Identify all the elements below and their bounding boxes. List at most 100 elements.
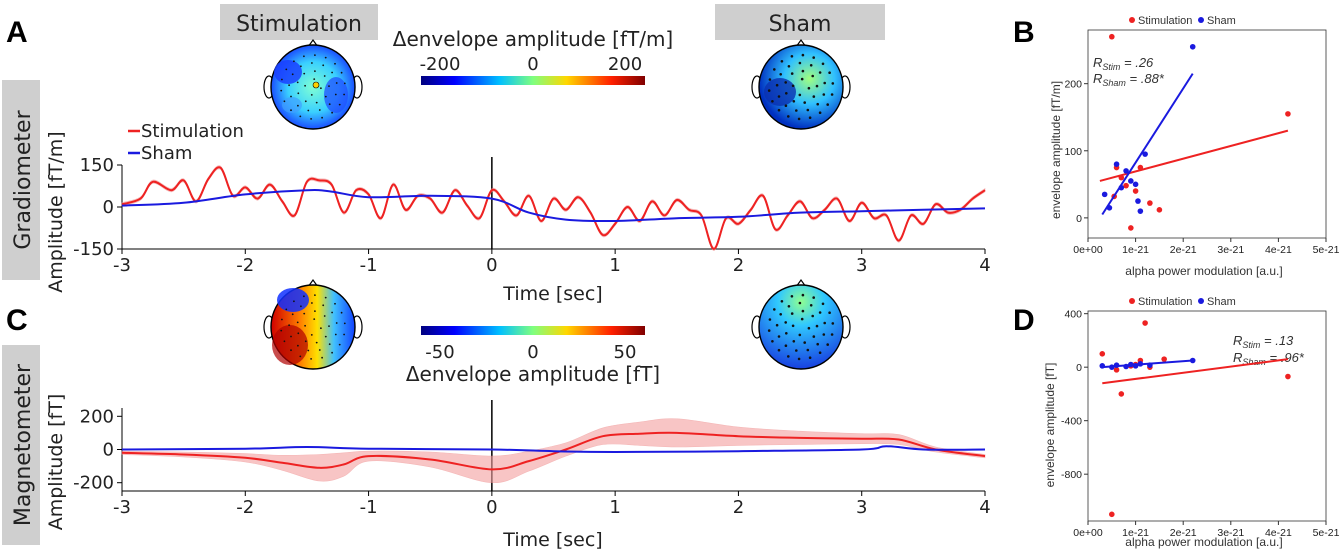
chart-d-xlabel: alpha power modulation [a.u.] bbox=[1125, 535, 1282, 549]
sensor-dot bbox=[285, 68, 288, 71]
sensor-dot bbox=[324, 335, 327, 338]
sensor-dot bbox=[812, 95, 816, 98]
sensor-dot bbox=[323, 315, 326, 317]
sensor-dot bbox=[307, 349, 310, 352]
sensor-dot bbox=[324, 95, 327, 98]
sensor-dot bbox=[310, 94, 313, 96]
panel-label-b: B bbox=[1013, 16, 1035, 49]
sensor-dot bbox=[779, 313, 782, 316]
sensor-dot bbox=[830, 93, 834, 96]
chart-d-xtick-label: 5e-21 bbox=[1313, 527, 1339, 539]
chart-d-point-stim bbox=[1118, 391, 1125, 397]
chart-d-xtick-label: 3e-21 bbox=[1217, 527, 1244, 539]
chart-a-ytick-label: 150 bbox=[80, 155, 114, 176]
chart-d-point-stim bbox=[1161, 356, 1167, 362]
chart-d-point-sham bbox=[1113, 362, 1120, 368]
chart-d-ytick-label: -800 bbox=[1061, 469, 1082, 481]
chart-a-xtick-label: -1 bbox=[360, 255, 378, 276]
sensor-dot bbox=[798, 93, 802, 97]
sensor-dot bbox=[784, 321, 787, 324]
sensor-dot bbox=[293, 300, 295, 303]
chart-c-xtick-label: 2 bbox=[733, 497, 744, 518]
sensor-dot bbox=[314, 294, 316, 296]
sensor-dot bbox=[303, 55, 305, 58]
chart-a-xtick-label: 1 bbox=[609, 255, 620, 276]
chart-b-frame bbox=[1087, 29, 1327, 239]
sensor-dot bbox=[818, 71, 822, 74]
chart-b-point-sham bbox=[1113, 161, 1120, 167]
chart-b-point-stim bbox=[1137, 164, 1144, 171]
chart-b-point-sham bbox=[1106, 205, 1113, 211]
chart-b-xlabel: alpha power modulation [a.u.] bbox=[1125, 264, 1282, 278]
chart-b-ytick-label: 0 bbox=[1076, 213, 1082, 225]
sensor-dot bbox=[795, 349, 798, 352]
sensor-dot bbox=[318, 349, 321, 351]
colorbar-mag-label: Δenvelope amplitude [fT] bbox=[406, 362, 660, 386]
chart-d: Stimulation Sham envelope amplitude [fT]… bbox=[1043, 296, 1339, 549]
sensor-dot bbox=[328, 325, 330, 327]
chart-d-point-sham bbox=[1128, 361, 1134, 368]
chart-b-point-stim bbox=[1147, 200, 1153, 206]
sensor-dot bbox=[779, 73, 782, 76]
sensor-dot bbox=[311, 302, 313, 304]
panel-label-d: D bbox=[1013, 304, 1035, 337]
chart-d-point-sham bbox=[1123, 363, 1129, 370]
chart-d-point-sham bbox=[1137, 361, 1144, 367]
sensor-dot bbox=[331, 111, 333, 114]
chart-d-point-stim bbox=[1142, 320, 1148, 326]
chart-c-xtick-label: 3 bbox=[856, 497, 867, 518]
sensor-dot bbox=[780, 60, 784, 63]
sensor-dot bbox=[297, 92, 300, 95]
chart-b-point-stim bbox=[1156, 207, 1163, 213]
sensor-dot bbox=[798, 301, 802, 305]
sensor-dot bbox=[313, 318, 316, 320]
sensor-dot bbox=[784, 104, 788, 107]
sensor-dot bbox=[806, 108, 810, 112]
gradiometer-label-box bbox=[2, 80, 40, 280]
sensor-dot bbox=[780, 300, 784, 303]
magnetometer-label-box bbox=[2, 345, 40, 545]
sensor-dot bbox=[790, 295, 794, 298]
sensor-dot bbox=[285, 308, 288, 311]
chart-b-point-stim bbox=[1123, 182, 1129, 189]
sensor-dot bbox=[324, 56, 327, 59]
chart-a-stim-error-band bbox=[121, 165, 986, 252]
chart-a-xtick-label: -3 bbox=[113, 255, 131, 276]
chart-b: Stimulation Sham envelope amplitude [fT/… bbox=[1049, 15, 1339, 278]
chart-a-xtick-label: -2 bbox=[236, 255, 254, 276]
sensor-dot bbox=[283, 340, 286, 343]
sensor-dot bbox=[773, 308, 776, 311]
sensor-dot bbox=[771, 100, 774, 103]
sham-header: Sham bbox=[769, 12, 832, 37]
sensor-dot bbox=[304, 324, 306, 327]
colorbar-grad-label: Δenvelope amplitude [fT/m] bbox=[393, 27, 673, 51]
legend-b-sham: Sham bbox=[1207, 15, 1236, 27]
sensor-dot bbox=[798, 61, 802, 65]
chart-b-ylabel: envelope amplitude [fT/m] bbox=[1049, 81, 1063, 219]
chart-b-point-stim bbox=[1109, 33, 1115, 40]
sensor-dot bbox=[343, 82, 346, 85]
sensor-dot bbox=[787, 65, 791, 68]
sensor-dot bbox=[321, 116, 323, 119]
chart-a-ylabel: Amplitude [fT/m] bbox=[45, 131, 67, 292]
sensor-dot bbox=[815, 324, 819, 328]
chart-d-point-stim bbox=[1113, 367, 1120, 373]
chart-a-series-stim-line bbox=[121, 166, 986, 251]
chart-b-point-stim bbox=[1132, 188, 1139, 194]
sensor-dot bbox=[785, 332, 788, 335]
chart-b-point-sham bbox=[1189, 43, 1196, 50]
sensor-dot bbox=[340, 71, 343, 74]
sensor-dot bbox=[830, 333, 834, 336]
panel-label-a: A bbox=[6, 16, 28, 49]
sensor-dot bbox=[310, 358, 312, 360]
chart-c-ytick-label: 200 bbox=[80, 406, 114, 427]
chart-b-xtick-label: 1e-21 bbox=[1122, 244, 1149, 256]
sensor-dot bbox=[818, 351, 822, 355]
chart-b-point-sham bbox=[1101, 191, 1108, 198]
sensor-dot bbox=[777, 348, 781, 352]
sensor-dot bbox=[801, 309, 805, 313]
sensor-dot bbox=[784, 81, 787, 84]
chart-b-r-sham: RSham = .88* bbox=[1093, 71, 1165, 88]
sensor-dot bbox=[322, 304, 325, 307]
